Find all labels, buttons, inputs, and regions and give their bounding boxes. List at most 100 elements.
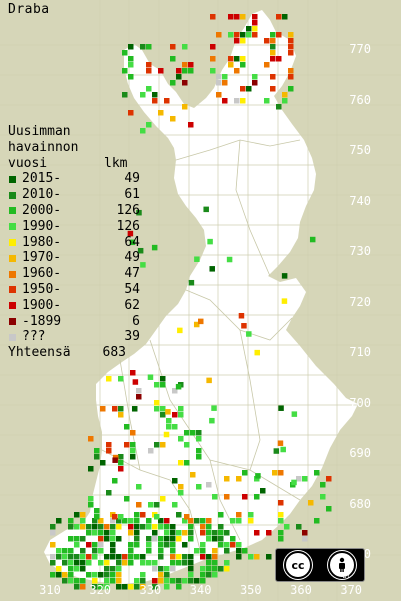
legend-swatch: [9, 175, 16, 183]
occurrence-square: [280, 446, 286, 453]
legend-swatch: [9, 286, 16, 294]
legend-header: Uusimman havainnon vuosi lkm: [8, 124, 140, 171]
occurrence-square: [281, 273, 288, 279]
occurrence-square: [212, 560, 218, 566]
legend-row-count: 64: [124, 234, 140, 250]
occurrence-square: [92, 542, 98, 548]
occurrence-square: [164, 584, 170, 590]
occurrence-square: [110, 524, 116, 530]
occurrence-square: [222, 74, 228, 80]
occurrence-square: [110, 566, 116, 572]
occurrence-square: [158, 524, 164, 530]
attribution-person-icon: [328, 551, 356, 579]
occurrence-square: [118, 460, 124, 466]
occurrence-square: [212, 572, 218, 578]
occurrence-square: [246, 331, 252, 337]
occurrence-square: [184, 430, 190, 436]
occurrence-square: [203, 206, 209, 213]
occurrence-square: [266, 530, 272, 536]
legend-swatch: [9, 317, 16, 325]
occurrence-square: [240, 38, 246, 44]
occurrence-square: [176, 512, 182, 518]
occurrence-square: [146, 560, 152, 566]
occurrence-square: [200, 542, 206, 548]
occurrence-square: [276, 104, 282, 110]
occurrence-square: [172, 412, 178, 418]
occurrence-square: [291, 479, 297, 486]
occurrence-square: [118, 406, 124, 412]
occurrence-square: [206, 536, 212, 542]
occurrence-square: [68, 548, 74, 554]
occurrence-square: [130, 454, 136, 460]
occurrence-square: [148, 502, 154, 508]
occurrence-square: [151, 244, 158, 251]
occurrence-square: [176, 74, 182, 80]
y-tick-label: 690: [349, 446, 371, 460]
occurrence-square: [206, 554, 212, 560]
occurrence-square: [224, 494, 230, 500]
legend-row-label: 1990-: [22, 218, 62, 234]
occurrence-square: [288, 74, 294, 80]
occurrence-square: [240, 98, 246, 104]
occurrence-square: [270, 86, 276, 92]
occurrence-square: [170, 554, 176, 560]
occurrence-square: [326, 506, 332, 512]
occurrence-square: [68, 578, 74, 584]
occurrence-square: [188, 279, 195, 286]
occurrence-square: [188, 572, 194, 578]
legend-total-label: Yhteensä: [8, 345, 71, 361]
occurrence-square: [154, 382, 160, 388]
occurrence-square: [166, 418, 172, 424]
occurrence-square: [210, 44, 216, 50]
occurrence-square: [278, 512, 284, 518]
occurrence-square: [118, 412, 124, 418]
occurrence-square: [196, 484, 202, 490]
occurrence-square: [88, 436, 94, 442]
y-tick-label: 740: [349, 193, 371, 208]
occurrence-square: [154, 406, 160, 412]
occurrence-square: [240, 14, 246, 20]
legend-row: 1950- 54: [8, 282, 140, 298]
occurrence-square: [196, 436, 202, 442]
occurrence-square: [276, 32, 282, 38]
occurrence-square: [56, 518, 62, 524]
occurrence-square: [154, 502, 160, 508]
legend-row: 2010- 61: [8, 187, 140, 203]
legend-count-header: lkm: [104, 155, 128, 171]
occurrence-square: [326, 476, 332, 482]
occurrence-square: [128, 542, 134, 548]
occurrence-square: [212, 530, 218, 536]
occurrence-square: [152, 536, 158, 542]
occurrence-square: [288, 86, 294, 92]
occurrence-square: [236, 476, 242, 482]
occurrence-square: [172, 388, 178, 394]
occurrence-square: [266, 554, 272, 560]
occurrence-square: [116, 518, 122, 524]
occurrence-square: [134, 518, 140, 524]
occurrence-square: [242, 470, 248, 476]
occurrence-square: [94, 508, 100, 514]
occurrence-square: [182, 62, 188, 68]
occurrence-square: [234, 14, 240, 20]
occurrence-square: [276, 56, 282, 62]
occurrence-square: [210, 68, 216, 74]
license-badge[interactable]: cc BY: [275, 548, 365, 582]
occurrence-square: [140, 262, 146, 268]
occurrence-square: [152, 578, 158, 584]
occurrence-square: [140, 584, 146, 590]
occurrence-square: [230, 542, 236, 548]
occurrence-square: [80, 536, 86, 542]
legend-swatch: [9, 223, 16, 231]
occurrence-square: [152, 584, 158, 590]
occurrence-square: [188, 524, 194, 530]
occurrence-square: [137, 247, 144, 254]
occurrence-square: [80, 518, 86, 524]
occurrence-square: [178, 490, 184, 496]
occurrence-square: [178, 436, 184, 442]
occurrence-square: [194, 548, 200, 554]
y-tick-label: 680: [349, 496, 371, 511]
occurrence-square: [62, 554, 68, 560]
occurrence-square: [273, 448, 280, 454]
occurrence-square: [80, 524, 86, 530]
occurrence-square: [236, 554, 242, 560]
